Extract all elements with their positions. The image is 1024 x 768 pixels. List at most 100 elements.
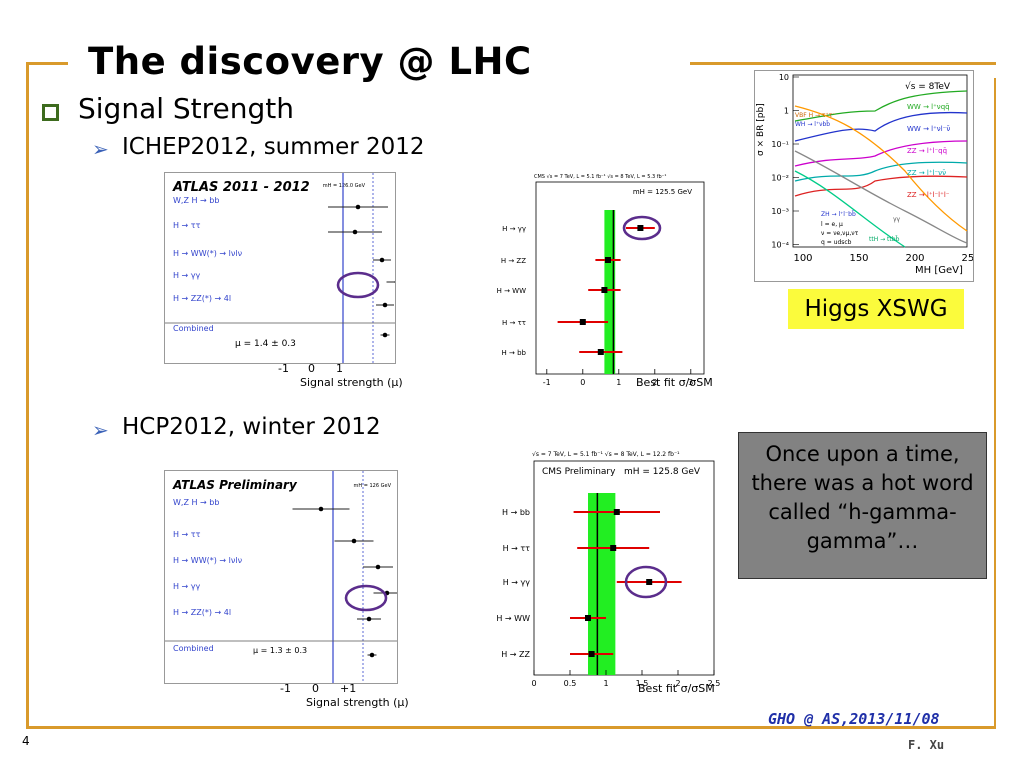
- data-point: [585, 615, 591, 621]
- highlight-circle: [336, 271, 380, 299]
- higgs-xs-svg: 10 1 10⁻¹ 10⁻² 10⁻³ 10⁻⁴ 100 150 200 250 WW → l⁺νq…: [756, 73, 981, 276]
- category-label: H → ZZ(*) → 4l: [173, 294, 231, 303]
- category-label: W,Z H → bb: [173, 498, 219, 507]
- tick-label: 10⁻¹: [771, 140, 789, 149]
- bullet-square-icon: [42, 104, 59, 121]
- tick-label: 3: [688, 378, 693, 387]
- cms-hcp-mass: mH = 125.8 GeV: [624, 467, 701, 477]
- category-label: H → γγ: [502, 225, 526, 233]
- atlas-ichep-combined-label: μ = 1.4 ± 0.3: [235, 339, 296, 349]
- page-number: 4: [22, 734, 30, 748]
- highlight-circle: [624, 565, 668, 599]
- legend-entry: ZZ → l⁺l⁻qq̄: [907, 147, 947, 155]
- frame-left: [26, 62, 29, 728]
- data-point: [355, 204, 361, 210]
- data-point: [375, 564, 381, 570]
- legend-entry: WW → l⁺νl⁻ν̄: [907, 125, 950, 133]
- highlight-circle: [344, 584, 388, 612]
- cms-hcp-plot: √s = 7 TeV, L = 5.1 fb⁻¹ √s = 8 TeV, L =…: [484, 448, 720, 698]
- footer-author: F. Xu: [908, 738, 945, 752]
- uncertainty-band: [604, 210, 616, 374]
- tick-label: +1: [340, 682, 357, 695]
- xs-xlabel: MH [GeV]: [915, 265, 963, 276]
- xs-curve: [794, 111, 968, 142]
- category-label: H → ZZ(*) → 4l: [173, 608, 231, 617]
- cms-hcp-svg: √s = 7 TeV, L = 5.1 fb⁻¹ √s = 8 TeV, L =…: [496, 451, 720, 688]
- category-label: H → γγ: [173, 582, 201, 591]
- tick-label: 0: [312, 682, 319, 695]
- data-point: [597, 349, 604, 355]
- data-point: [366, 616, 372, 622]
- frame-bottom: [26, 726, 996, 729]
- data-point: [610, 545, 617, 551]
- section-heading: Signal Strength: [78, 92, 295, 125]
- frame-top-left: [26, 62, 68, 65]
- cms-hcp-frame: [533, 460, 715, 676]
- xs-title: √s = 8TeV: [905, 81, 951, 92]
- atlas-hcp-plot: ATLAS Preliminary mH = 126 GeV W,Z H → b…: [164, 470, 401, 684]
- atlas-ichep-ticks: -1 0 1: [264, 362, 394, 378]
- xs-annotation: WH → l⁺νbb̄: [795, 121, 830, 128]
- cms-ichep-xlabel: Best fit σ/σSM: [636, 376, 713, 389]
- tick-label: 150: [849, 253, 868, 264]
- category-label: H → γγ: [503, 578, 531, 587]
- xs-annotation: q = udscb: [821, 239, 852, 246]
- category-label: H → bb: [502, 508, 530, 517]
- category-label: Combined: [173, 644, 214, 653]
- arrow-bullet-icon: ➢: [92, 418, 109, 442]
- frame-right: [994, 78, 996, 728]
- category-label: H → WW(*) → lνlν: [173, 249, 243, 258]
- xs-curve: [794, 170, 906, 248]
- tick-label: 200: [905, 253, 924, 264]
- data-point: [382, 302, 388, 308]
- tick-label: 0: [308, 362, 315, 375]
- atlas-ichep-title: ATLAS 2011 - 2012: [172, 180, 310, 195]
- tick-label: 10: [779, 73, 789, 82]
- cms-hcp-xlabel: Best fit σ/σSM: [638, 682, 715, 695]
- xs-annotation: VBF H → τ⁺τ⁻: [795, 112, 836, 119]
- cms-hcp-title: CMS Preliminary: [542, 467, 616, 477]
- legend-entry: ZZ → l⁺l⁻νν̄: [907, 169, 946, 177]
- cms-hcp-header: √s = 7 TeV, L = 5.1 fb⁻¹ √s = 8 TeV, L =…: [532, 451, 680, 458]
- tick-label: 0: [580, 378, 585, 387]
- tick-label: 10⁻⁴: [771, 241, 789, 250]
- footer-citation: GHO @ AS,2013/11/08: [768, 710, 940, 728]
- cms-ichep-svg: CMS √s = 7 TeV, L = 5.1 fb⁻¹ √s = 8 TeV,…: [497, 174, 705, 387]
- item-ichep: ICHEP2012, summer 2012: [122, 134, 425, 160]
- xs-annotation: γγ: [893, 216, 901, 223]
- atlas-hcp-combined-label: μ = 1.3 ± 0.3: [253, 646, 307, 655]
- tick-label: 1: [784, 107, 789, 116]
- xs-annotation: l = e, μ: [821, 221, 843, 228]
- slide-title: The discovery @ LHC: [88, 40, 532, 83]
- atlas-hcp-mass: mH = 126 GeV: [353, 483, 391, 489]
- data-point: [601, 287, 608, 293]
- xs-annotation: ttH → ttbb̄: [869, 236, 900, 243]
- category-label: H → WW(*) → lνlν: [173, 556, 243, 565]
- uncertainty-band: [588, 493, 616, 675]
- higgs-xs-plot: 10 1 10⁻¹ 10⁻² 10⁻³ 10⁻⁴ 100 150 200 250 WW → l⁺νq…: [754, 70, 981, 282]
- cms-ichep-frame: [535, 181, 705, 375]
- legend-entry: ZZ → l⁺l⁻l⁺l⁻: [907, 191, 950, 199]
- data-point: [379, 257, 385, 263]
- tick-label: 100: [793, 253, 812, 264]
- cms-ichep-mass: mH = 125.5 GeV: [633, 188, 692, 196]
- arrow-bullet-icon: ➢: [92, 137, 109, 161]
- category-label: Combined: [173, 324, 214, 333]
- tick-label: 1: [603, 679, 608, 688]
- xs-annotation: ν = νe,νμ,ντ: [821, 230, 859, 237]
- category-label: H → bb: [502, 349, 527, 357]
- cms-ichep-plot: CMS √s = 7 TeV, L = 5.1 fb⁻¹ √s = 8 TeV,…: [484, 170, 714, 392]
- category-label: H → ττ: [173, 221, 201, 230]
- data-point: [369, 652, 375, 658]
- data-point: [637, 225, 644, 231]
- tick-label: 2: [652, 378, 657, 387]
- atlas-hcp-xlabel: Signal strength (μ): [306, 696, 409, 709]
- atlas-ichep-xlabel: Signal strength (μ): [300, 376, 403, 389]
- xs-curve: [794, 90, 968, 122]
- data-point: [351, 538, 357, 544]
- tick-label: -1: [280, 682, 291, 695]
- data-point: [579, 319, 586, 325]
- data-point: [352, 229, 358, 235]
- tick-label: 1: [336, 362, 343, 375]
- xs-curve: [794, 150, 968, 244]
